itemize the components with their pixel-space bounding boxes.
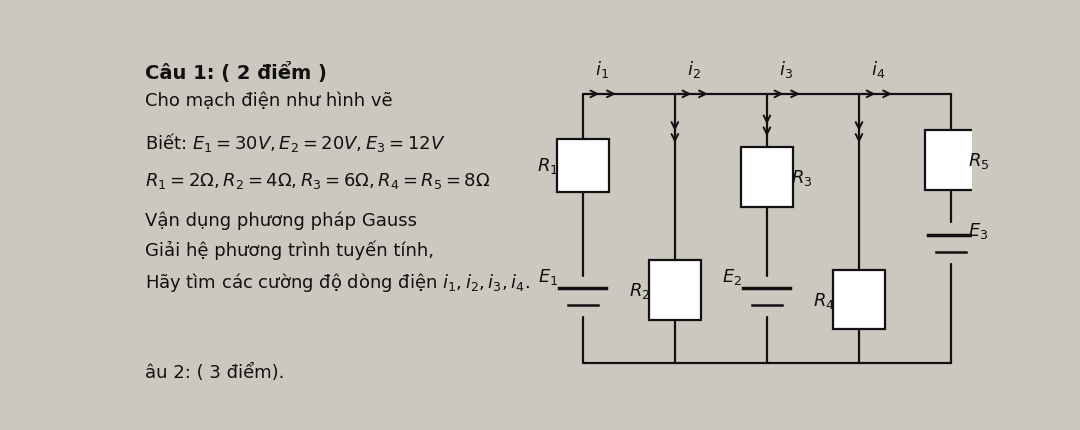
Text: $i_4$: $i_4$ bbox=[872, 59, 886, 80]
Text: Cho mạch điện như hình vẽ: Cho mạch điện như hình vẽ bbox=[145, 91, 393, 109]
Text: $i_2$: $i_2$ bbox=[687, 59, 701, 80]
Bar bbox=[834, 270, 885, 330]
Text: $R_4$: $R_4$ bbox=[813, 290, 835, 310]
Text: âu 2: ( 3 điểm).: âu 2: ( 3 điểm). bbox=[145, 363, 284, 381]
Text: $R_1 = 2\Omega, R_2 = 4\Omega, R_3 = 6\Omega, R_4 = R_5 = 8\Omega$: $R_1 = 2\Omega, R_2 = 4\Omega, R_3 = 6\O… bbox=[145, 171, 490, 191]
Bar bbox=[926, 131, 976, 190]
Text: $i_3$: $i_3$ bbox=[779, 59, 793, 80]
Bar bbox=[557, 139, 608, 192]
Text: $R_2$: $R_2$ bbox=[629, 280, 650, 300]
Bar bbox=[741, 147, 793, 207]
Text: $R_5$: $R_5$ bbox=[968, 151, 989, 171]
Bar bbox=[649, 260, 701, 320]
Text: Câu 1: ( 2 điểm ): Câu 1: ( 2 điểm ) bbox=[145, 61, 327, 83]
Text: $E_2$: $E_2$ bbox=[721, 267, 742, 287]
Text: $R_3$: $R_3$ bbox=[792, 167, 813, 187]
Text: Biết: $E_1 = 30V, E_2 = 20V, E_3 = 12V$: Biết: $E_1 = 30V, E_2 = 20V, E_3 = 12V$ bbox=[145, 131, 445, 154]
Text: Hãy tìm các cường độ dòng điện $i_1, i_2, i_3, i_4$.: Hãy tìm các cường độ dòng điện $i_1, i_2… bbox=[145, 270, 530, 293]
Text: $R_1$: $R_1$ bbox=[537, 156, 558, 176]
Text: Vận dụng phương pháp Gauss: Vận dụng phương pháp Gauss bbox=[145, 211, 417, 229]
Text: $E_3$: $E_3$ bbox=[968, 221, 988, 240]
Text: $i_1$: $i_1$ bbox=[595, 59, 609, 80]
Text: Giải hệ phương trình tuyến tính,: Giải hệ phương trình tuyến tính, bbox=[145, 240, 434, 260]
Text: $E_1$: $E_1$ bbox=[538, 267, 557, 287]
